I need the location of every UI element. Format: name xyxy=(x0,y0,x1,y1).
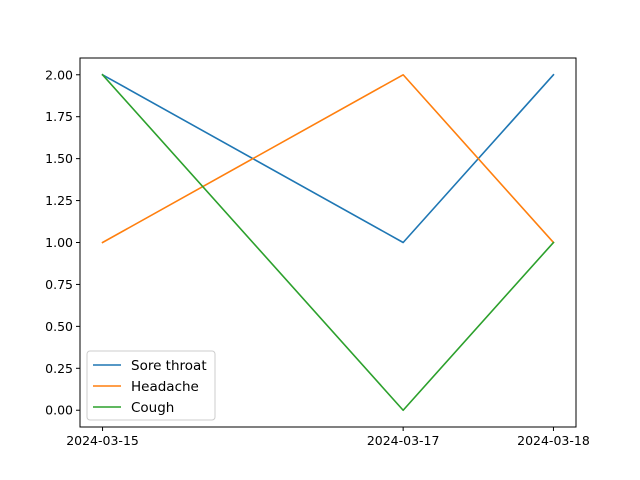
y-tick-label: 2.00 xyxy=(45,67,73,82)
y-tick-label: 1.00 xyxy=(45,235,73,250)
legend: Sore throat Headache Cough xyxy=(86,350,216,421)
y-tick-label: 1.25 xyxy=(45,193,73,208)
x-tick-label: 2024-03-15 xyxy=(66,433,139,448)
x-tick-label: 2024-03-18 xyxy=(517,433,590,448)
series-line-2 xyxy=(101,73,555,244)
legend-label-3: Cough xyxy=(131,400,174,416)
series-line-3 xyxy=(101,73,555,412)
legend-label-1: Sore throat xyxy=(131,358,207,374)
y-tick-label: 0.50 xyxy=(45,319,73,334)
y-tick-label: 1.50 xyxy=(45,151,73,166)
x-tick-label: 2024-03-17 xyxy=(367,433,440,448)
series-layer xyxy=(101,73,555,412)
series-line-1 xyxy=(101,73,555,244)
y-tick-label: 0.75 xyxy=(45,277,73,292)
x-axis: 2024-03-15 2024-03-17 2024-03-18 xyxy=(66,427,590,448)
y-axis: 0.00 0.25 0.50 0.75 1.00 1.25 1.50 1.75 2.00 xyxy=(45,67,80,418)
y-tick-label: 1.75 xyxy=(45,109,73,124)
legend-box xyxy=(86,350,216,421)
legend-label-2: Headache xyxy=(131,379,199,395)
y-tick-label: 0.00 xyxy=(45,403,73,418)
y-tick-label: 0.25 xyxy=(45,361,73,376)
